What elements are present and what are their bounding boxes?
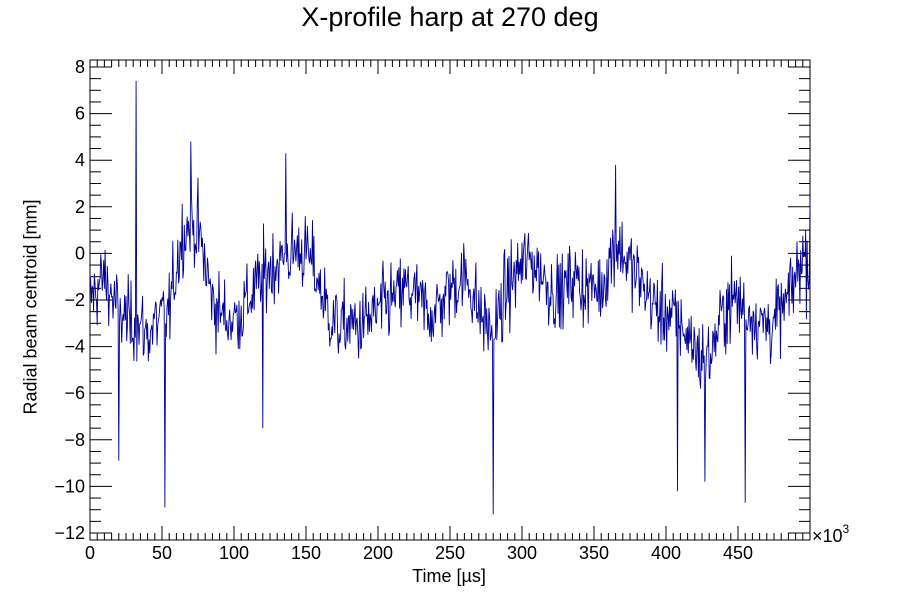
series-line bbox=[89, 80, 811, 515]
y-tick-label: −8 bbox=[64, 430, 85, 450]
y-tick-label: 2 bbox=[75, 197, 85, 217]
y-tick-label: −12 bbox=[54, 523, 85, 543]
axis-ticks bbox=[89, 60, 810, 540]
y-tick-label: 6 bbox=[75, 104, 85, 124]
y-tick-label: 4 bbox=[75, 150, 85, 170]
x-axis-multiplier-base: ×10 bbox=[812, 526, 843, 546]
x-axis-label: Time [µs] bbox=[412, 566, 486, 586]
y-tick-label: −4 bbox=[64, 337, 85, 357]
y-tick-label: −6 bbox=[64, 383, 85, 403]
y-tick-label: 0 bbox=[75, 243, 85, 263]
x-tick-label: 400 bbox=[651, 543, 681, 563]
x-tick-label: 350 bbox=[579, 543, 609, 563]
x-axis-multiplier: ×103 bbox=[812, 522, 850, 547]
y-tick-label: 8 bbox=[75, 57, 85, 77]
data-series-area bbox=[89, 80, 811, 515]
tick-labels: 0 50 100 150 200 250 300 350 400 450 −12 −10 −8 −6 −4 −… bbox=[54, 57, 753, 563]
x-tick-label: 0 bbox=[85, 543, 95, 563]
x-tick-label: 250 bbox=[435, 543, 465, 563]
y-tick-label: −10 bbox=[54, 476, 85, 496]
x-tick-label: 300 bbox=[507, 543, 537, 563]
x-tick-label: 450 bbox=[723, 543, 753, 563]
x-tick-label: 100 bbox=[219, 543, 249, 563]
y-tick-label: −2 bbox=[64, 290, 85, 310]
y-axis-label: Radial beam centroid [mm] bbox=[20, 199, 41, 415]
x-axis-multiplier-exponent: 3 bbox=[842, 522, 850, 536]
chart-title: X-profile harp at 270 deg bbox=[301, 2, 599, 32]
x-tick-label: 50 bbox=[152, 543, 172, 563]
x-tick-label: 150 bbox=[291, 543, 321, 563]
x-tick-label: 200 bbox=[363, 543, 393, 563]
